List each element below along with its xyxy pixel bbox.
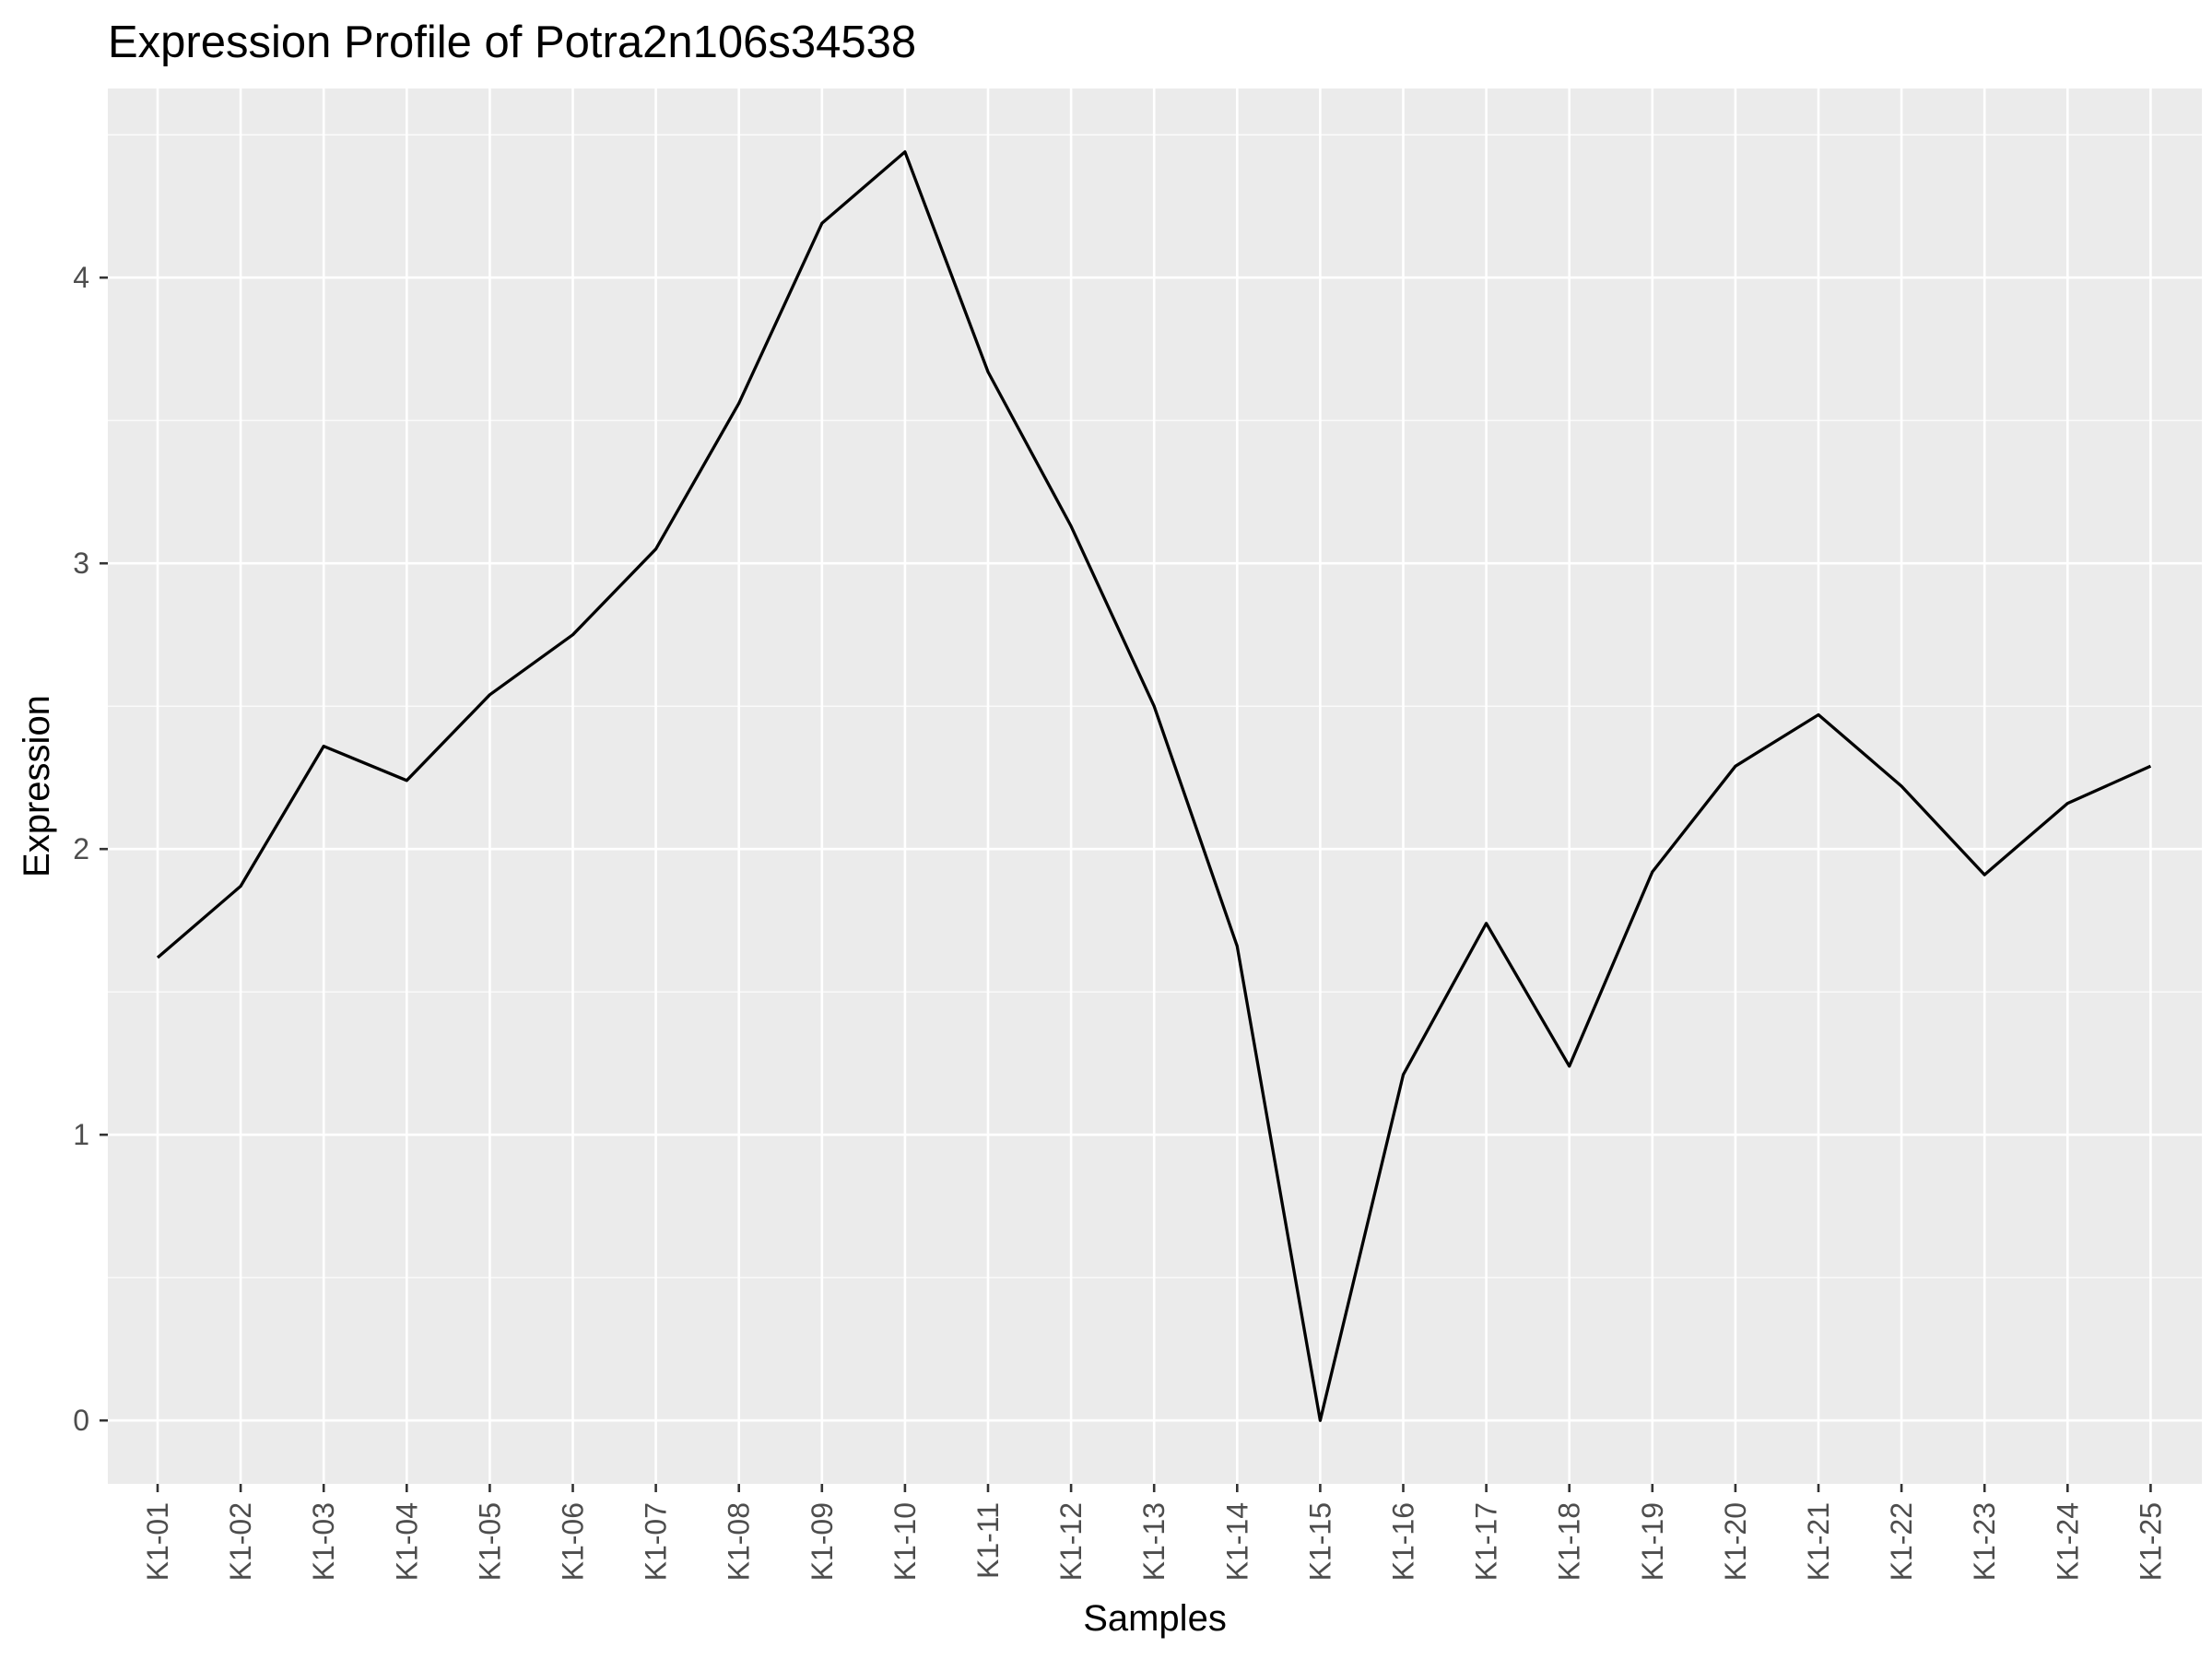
x-tick-label: K1-17 — [1470, 1502, 1503, 1581]
y-tick-label: 3 — [73, 547, 89, 580]
x-tick-label: K1-16 — [1387, 1502, 1420, 1581]
y-tick-label: 1 — [73, 1118, 89, 1151]
x-tick-label: K1-06 — [557, 1502, 590, 1581]
x-tick-label: K1-11 — [971, 1502, 1005, 1579]
x-tick-label: K1-22 — [1885, 1502, 1918, 1581]
x-tick-label: K1-13 — [1137, 1502, 1171, 1581]
x-tick-label: K1-02 — [224, 1502, 257, 1581]
x-tick-label: K1-10 — [888, 1502, 922, 1581]
x-tick-label: K1-01 — [141, 1502, 174, 1581]
y-tick-label: 2 — [73, 832, 89, 865]
x-tick-label: K1-05 — [473, 1502, 506, 1581]
x-tick-label: K1-20 — [1719, 1502, 1752, 1581]
x-tick-label: K1-12 — [1054, 1502, 1088, 1581]
x-tick-label: K1-09 — [806, 1502, 839, 1581]
x-tick-label: K1-21 — [1802, 1502, 1835, 1581]
grid-lines — [108, 88, 2202, 1484]
series-line — [156, 150, 2152, 1422]
x-tick-label: K1-07 — [640, 1502, 673, 1581]
series-layer — [156, 150, 2152, 1422]
y-tick-label: 4 — [73, 261, 89, 294]
x-tick-label: K1-24 — [2051, 1502, 2084, 1581]
x-tick-label: K1-25 — [2134, 1502, 2167, 1581]
y-axis-title: Expression — [17, 695, 57, 877]
x-tick-label: K1-15 — [1303, 1502, 1336, 1581]
x-tick-label: K1-08 — [723, 1502, 756, 1581]
x-tick-label: K1-19 — [1636, 1502, 1669, 1581]
x-tick-label: K1-04 — [390, 1502, 423, 1581]
x-tick-label: K1-14 — [1220, 1502, 1253, 1581]
x-tick-label: K1-23 — [1968, 1502, 2001, 1581]
x-tick-label: K1-18 — [1553, 1502, 1586, 1581]
x-axis-title: Samples — [1083, 1598, 1227, 1639]
y-axis: 0 1 2 3 4 — [73, 261, 108, 1437]
x-axis: K1-01 K1-02 K1-03 K1-04 K1-05 K1-06 K1-07 K1-08… — [141, 1484, 2167, 1581]
y-tick-label: 0 — [73, 1404, 89, 1437]
x-tick-label: K1-03 — [307, 1502, 340, 1581]
chart-title: Expression Profile of Potra2n106s34538 — [108, 18, 916, 67]
